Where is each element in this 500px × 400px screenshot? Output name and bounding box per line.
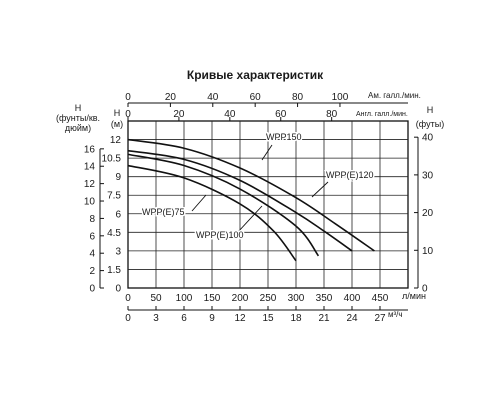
y-tick-label-psi: 2	[89, 266, 95, 277]
x-axis-unit-lpm: л/мин	[402, 291, 426, 301]
y-tick-label-psi: 6	[89, 231, 95, 242]
x-tick-label-m3h: 6	[181, 313, 187, 324]
y-axis-label-m-h: H	[114, 108, 121, 118]
series-label: WPP(E)75	[142, 207, 185, 217]
y-tick-label-psi: 0	[89, 284, 95, 295]
x-axis-label-us-gpm: Ам. галл./мин.	[368, 91, 421, 100]
x-tick-label-lpm: 150	[204, 293, 221, 304]
y-tick-label-psi: 8	[89, 214, 95, 225]
series-label: WPP150	[266, 132, 302, 142]
x-tick-label-m3h: 24	[346, 313, 358, 324]
y-axis-label-psi: (фунты/кв.	[56, 113, 100, 123]
x-tick-label-lpm: 400	[344, 293, 361, 304]
x-tick-label-m3h: 27	[374, 313, 386, 324]
series-curve-wpp-e-100	[127, 153, 320, 257]
x-tick-label-lpm: 300	[288, 293, 305, 304]
y-tick-label-psi: 4	[89, 249, 95, 260]
series-curve-wpp-e-75	[127, 164, 297, 262]
series-label-leader	[237, 205, 263, 233]
x-tick-label-m3h: 3	[153, 313, 159, 324]
x-tick-label-lpm: 200	[232, 293, 249, 304]
x-tick-label-us-gpm: 60	[250, 92, 262, 103]
y-tick-label-ft: 0	[422, 284, 428, 295]
series-curve-wpp-e-120	[127, 149, 353, 252]
y-tick-label-m: 3	[115, 246, 121, 257]
x-tick-label-lpm: 100	[176, 293, 193, 304]
y-axis-label-psi: H	[75, 103, 82, 113]
x-tick-label-us-gpm: 100	[332, 92, 349, 103]
y-tick-label-psi: 14	[84, 162, 96, 173]
x-tick-label-lpm: 450	[372, 293, 389, 304]
y-tick-label-m: 1.5	[107, 265, 121, 276]
series-layer	[127, 138, 375, 262]
x-tick-label-m3h: 15	[262, 313, 274, 324]
x-tick-label-imp-gpm: 0	[125, 109, 131, 120]
x-axis-label-imp-gpm: Англ. галл./мин.	[356, 111, 408, 118]
y-tick-label-m: 6	[115, 209, 121, 220]
y-tick-label-psi: 10	[84, 197, 96, 208]
y-tick-label-m: 4.5	[107, 228, 121, 239]
x-tick-label-lpm: 250	[260, 293, 277, 304]
y-tick-label-psi: 16	[84, 144, 96, 155]
y-tick-label-ft: 40	[422, 133, 434, 144]
y-tick-label-psi: 12	[84, 179, 96, 190]
y-tick-label-m: 12	[110, 135, 122, 146]
series-labels: WPP150 WPP(E)120 WPP(E)100 WPP(E)75	[141, 131, 376, 242]
y-tick-label-ft: 30	[422, 170, 434, 181]
x-tick-label-imp-gpm: 20	[173, 109, 185, 120]
y-tick-label-m: 7.5	[107, 191, 121, 202]
y-axis-label-ft-h: H	[427, 105, 434, 115]
series-curve-wpp150	[127, 138, 375, 252]
x-tick-label-us-gpm: 0	[125, 92, 131, 103]
x-tick-label-imp-gpm: 40	[224, 109, 236, 120]
x-tick-label-imp-gpm: 80	[326, 109, 338, 120]
x-tick-label-us-gpm: 20	[165, 92, 177, 103]
x-tick-label-lpm: 0	[125, 293, 131, 304]
y-tick-label-m: 9	[115, 172, 121, 183]
x-axis-unit-m3h: м³/ч	[388, 310, 403, 319]
y-axis-label-psi: дюйм)	[65, 123, 91, 133]
x-tick-label-m3h: 9	[209, 313, 215, 324]
series-label-leader	[191, 194, 207, 212]
series-label-leader	[261, 144, 273, 161]
series-label: WPP(E)120	[326, 170, 374, 180]
y-tick-label-ft: 20	[422, 208, 434, 219]
x-tick-label-m3h: 18	[290, 313, 302, 324]
x-tick-label-imp-gpm: 60	[275, 109, 287, 120]
y-axis-label-ft-unit: (футы)	[416, 119, 444, 129]
x-tick-label-m3h: 0	[125, 313, 131, 324]
x-tick-label-us-gpm: 80	[292, 92, 304, 103]
y-tick-label-m: 10.5	[102, 154, 122, 165]
series-label: WPP(E)100	[196, 230, 244, 240]
x-tick-label-m3h: 21	[318, 313, 330, 324]
x-tick-label-lpm: 350	[316, 293, 333, 304]
x-tick-label-us-gpm: 40	[207, 92, 219, 103]
x-tick-label-m3h: 12	[234, 313, 246, 324]
chart-title: Кривые характеристик	[187, 68, 324, 82]
y-tick-label-m: 0	[115, 284, 121, 295]
y-tick-label-ft: 10	[422, 246, 434, 257]
y-axis-label-m-unit: (м)	[111, 119, 123, 129]
x-tick-label-lpm: 50	[150, 293, 162, 304]
series-label-leader	[311, 181, 329, 198]
grid	[127, 120, 409, 289]
